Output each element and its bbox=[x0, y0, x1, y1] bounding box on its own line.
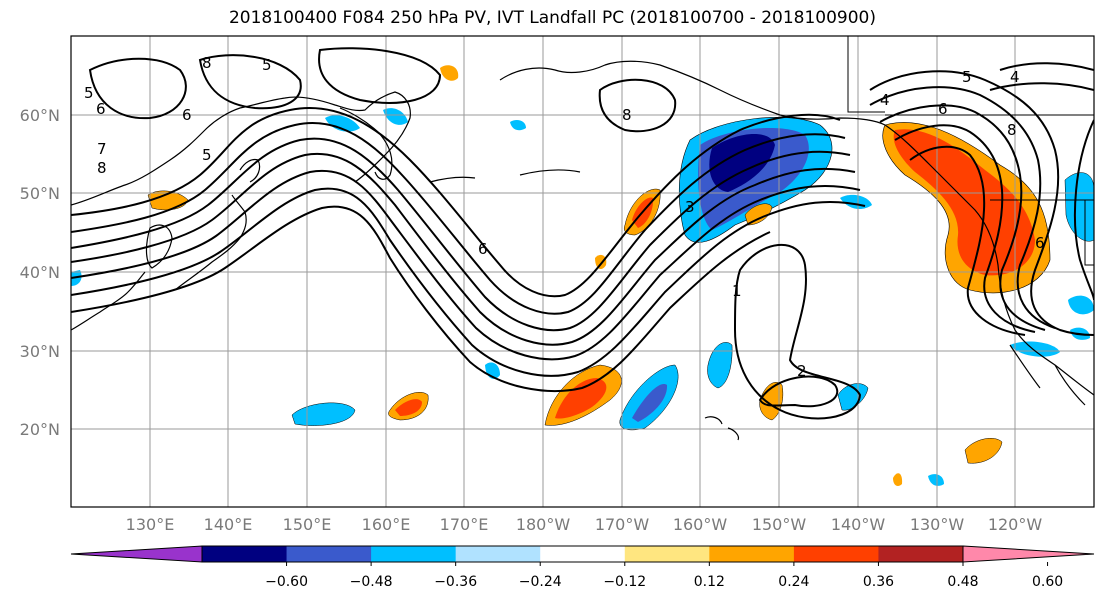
colorbar-outline bbox=[201, 545, 964, 563]
contour-label: 6 bbox=[478, 240, 488, 258]
ivt-negative-region bbox=[1010, 341, 1060, 357]
ivt-positive-region bbox=[595, 254, 607, 270]
contour-label: 6 bbox=[938, 100, 948, 118]
ivt-positive-region bbox=[744, 203, 773, 226]
ivt-negative-region bbox=[1068, 295, 1094, 315]
contour-label: 6 bbox=[96, 100, 106, 118]
lon-label: 150°E bbox=[283, 515, 332, 534]
longitude-labels: 130°E 140°E 150°E 160°E 170°E 180°W 170°… bbox=[126, 515, 1043, 534]
coastline-na-west bbox=[884, 124, 1094, 396]
ivt-negative-region bbox=[632, 384, 668, 422]
coastline-aleutians bbox=[429, 169, 581, 183]
colorbar-tick-label: −0.36 bbox=[434, 574, 477, 590]
contour-label: 8 bbox=[622, 106, 632, 124]
colorbar-extend-min bbox=[70, 545, 203, 563]
lon-label: 170°W bbox=[595, 515, 650, 534]
colorbar-tick-label: 0.24 bbox=[778, 574, 809, 590]
lon-label: 120°W bbox=[988, 515, 1043, 534]
colorbar: −0.60 −0.48 −0.36 −0.24 −0.12 0.12 0.24 0.36 0.4… bbox=[70, 545, 1095, 590]
latitude-labels: 60°N 50°N 40°N 30°N 20°N bbox=[20, 106, 60, 439]
coastline-kamchatka bbox=[339, 107, 393, 180]
lat-label: 20°N bbox=[20, 420, 60, 439]
lon-label: 160°W bbox=[673, 515, 728, 534]
contour-label: 5 bbox=[962, 68, 972, 86]
contour-label: 8 bbox=[1007, 121, 1017, 139]
colorbar-tick-label: 0.36 bbox=[863, 574, 894, 590]
contour-label: 5 bbox=[262, 56, 272, 74]
ivt-negative-region bbox=[709, 133, 775, 192]
ivt-positive-region bbox=[893, 473, 903, 486]
contour-labels: 5 6 7 8 8 6 5 8 3 6 1 2 5 4 6 8 6 4 5 bbox=[84, 54, 1045, 380]
ivt-negative-region bbox=[291, 402, 356, 426]
ivt-positive-region bbox=[964, 438, 1003, 464]
colorbar-segment bbox=[793, 546, 879, 562]
coastline-alaska bbox=[499, 60, 886, 126]
contour-label: 7 bbox=[97, 140, 107, 158]
page-title: 2018100400 F084 250 hPa PV, IVT Landfall… bbox=[228, 8, 876, 28]
ivt-positive-region bbox=[147, 190, 189, 211]
ivt-positive-region bbox=[395, 399, 422, 416]
colorbar-segment bbox=[371, 546, 457, 562]
ivt-positive-region bbox=[440, 65, 459, 81]
contour-label: 6 bbox=[182, 106, 192, 124]
ivt-negative-region bbox=[383, 108, 408, 125]
map-gridlines bbox=[71, 36, 1094, 507]
coastline-hawaii bbox=[704, 416, 740, 441]
colorbar-segment bbox=[624, 546, 710, 562]
contour-label: 5 bbox=[84, 84, 94, 102]
colorbar-segment bbox=[540, 546, 626, 562]
colorbar-segment bbox=[455, 546, 541, 562]
colorbar-segment bbox=[709, 546, 795, 562]
lat-label: 40°N bbox=[20, 263, 60, 282]
ivt-negative-region bbox=[928, 474, 944, 486]
colorbar-segment bbox=[202, 546, 288, 562]
pv-contours bbox=[71, 47, 1094, 420]
contour-label: 8 bbox=[97, 159, 107, 177]
contour-label: 1 bbox=[732, 282, 742, 300]
lon-label: 180°W bbox=[516, 515, 571, 534]
colorbar-tick-label: −0.48 bbox=[350, 574, 393, 590]
lat-label: 60°N bbox=[20, 106, 60, 125]
contour-label: 6 bbox=[1035, 234, 1045, 252]
colorbar-tick-label: −0.24 bbox=[519, 574, 562, 590]
contour-label: 3 bbox=[685, 198, 695, 216]
ivt-negative-region bbox=[837, 383, 869, 411]
colorbar-segment bbox=[878, 546, 964, 562]
colorbar-tick-label: 0.48 bbox=[947, 574, 978, 590]
lon-label: 140°W bbox=[831, 515, 886, 534]
colorbar-extend-max bbox=[962, 545, 1095, 563]
colorbar-tick-label: −0.60 bbox=[265, 574, 308, 590]
coastline-baja bbox=[1009, 344, 1086, 406]
ivt-negative-region bbox=[325, 115, 360, 132]
lon-label: 160°E bbox=[362, 515, 411, 534]
colorbar-segment bbox=[286, 546, 372, 562]
contour-label: 5 bbox=[202, 146, 212, 164]
ivt-negative-region bbox=[510, 120, 526, 131]
lon-label: 170°E bbox=[440, 515, 489, 534]
coastlines bbox=[71, 60, 1094, 441]
political-borders bbox=[847, 36, 1094, 266]
coastline-asia bbox=[71, 91, 411, 206]
contour-label: 4 bbox=[1010, 68, 1020, 86]
contour-label: 4 bbox=[880, 91, 890, 109]
contour-label: 2 bbox=[797, 362, 807, 380]
colorbar-tick-label: −0.12 bbox=[603, 574, 646, 590]
lon-label: 130°E bbox=[126, 515, 175, 534]
ivt-positive-region bbox=[893, 129, 1035, 276]
ivt-negative-region bbox=[707, 342, 733, 389]
colorbar-tick-label: 0.12 bbox=[694, 574, 725, 590]
lat-label: 30°N bbox=[20, 342, 60, 361]
colorbar-tick-label: 0.60 bbox=[1032, 574, 1063, 590]
lon-label: 130°W bbox=[910, 515, 965, 534]
lat-label: 50°N bbox=[20, 184, 60, 203]
lon-label: 150°W bbox=[752, 515, 807, 534]
ivt-positive-region bbox=[555, 378, 607, 419]
map-frame bbox=[70, 35, 1095, 508]
contour-label: 8 bbox=[202, 54, 212, 72]
lon-label: 140°E bbox=[204, 515, 253, 534]
